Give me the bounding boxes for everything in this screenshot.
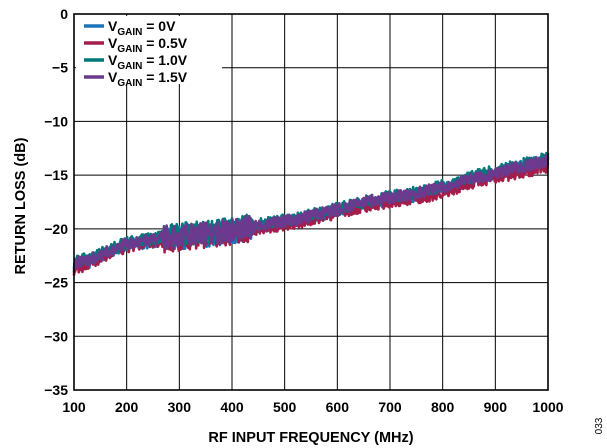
- y-tick-label: −35: [44, 382, 68, 398]
- series-line-3: [72, 154, 550, 270]
- x-tick-label: 900: [484, 399, 508, 415]
- x-tick-label: 800: [431, 399, 455, 415]
- tick-labels: 100 200 300 400 500 600 700 800 900 1000 0 −5 −10 −15…: [44, 6, 564, 415]
- y-tick-label: −10: [44, 113, 68, 129]
- y-tick-label: −15: [44, 167, 68, 183]
- y-tick-label: −30: [44, 328, 68, 344]
- y-tick-label: −20: [44, 221, 68, 237]
- legend-label: VGAIN = 0.5V: [108, 35, 188, 55]
- x-tick-label: 500: [273, 399, 297, 415]
- x-tick-label: 100: [62, 399, 86, 415]
- y-tick-label: −25: [44, 275, 68, 291]
- legend-label: VGAIN = 1.5V: [108, 69, 188, 89]
- x-tick-label: 200: [115, 399, 139, 415]
- y-axis-title: RETURN LOSS (dB): [13, 137, 29, 274]
- x-axis-title: RF INPUT FREQUENCY (MHz): [208, 430, 413, 446]
- x-tick-label: 700: [378, 399, 402, 415]
- x-tick-label: 300: [168, 399, 192, 415]
- x-tick-label: 400: [220, 399, 244, 415]
- y-tick-label: −5: [52, 60, 68, 76]
- x-tick-label: 600: [326, 399, 350, 415]
- y-tick-label: 0: [60, 6, 68, 22]
- series-layer: [72, 151, 550, 276]
- legend-label: VGAIN = 0V: [108, 18, 176, 38]
- figure-id: 033: [594, 417, 605, 434]
- x-tick-label: 1000: [532, 399, 563, 415]
- legend-label: VGAIN = 1.0V: [108, 52, 188, 72]
- plot-frame: [73, 13, 549, 391]
